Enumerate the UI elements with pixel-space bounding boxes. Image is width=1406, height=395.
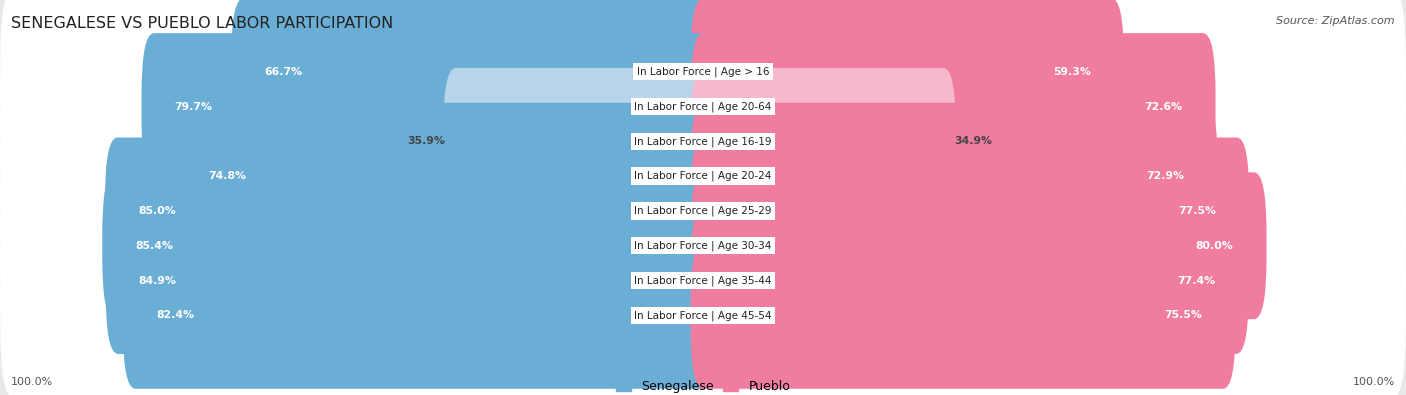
Text: In Labor Force | Age 30-34: In Labor Force | Age 30-34 [634,241,772,251]
Text: Source: ZipAtlas.com: Source: ZipAtlas.com [1277,16,1395,26]
Text: 100.0%: 100.0% [1353,377,1395,387]
FancyBboxPatch shape [690,0,1123,145]
Text: 79.7%: 79.7% [174,102,212,111]
FancyBboxPatch shape [0,196,1406,226]
FancyBboxPatch shape [0,92,1406,122]
FancyBboxPatch shape [142,33,716,180]
FancyBboxPatch shape [0,300,1406,330]
FancyBboxPatch shape [0,58,1406,224]
Text: 72.6%: 72.6% [1144,102,1182,111]
FancyBboxPatch shape [0,161,1406,191]
Text: 75.5%: 75.5% [1164,310,1202,320]
Text: 35.9%: 35.9% [408,136,446,147]
FancyBboxPatch shape [0,265,1406,295]
FancyBboxPatch shape [122,242,716,389]
Text: In Labor Force | Age 25-29: In Labor Force | Age 25-29 [634,206,772,216]
FancyBboxPatch shape [0,57,1406,87]
FancyBboxPatch shape [0,23,1406,190]
FancyBboxPatch shape [690,103,1218,250]
Text: 59.3%: 59.3% [1053,67,1091,77]
FancyBboxPatch shape [690,172,1267,319]
Text: 100.0%: 100.0% [11,377,53,387]
Text: In Labor Force | Age 45-54: In Labor Force | Age 45-54 [634,310,772,321]
FancyBboxPatch shape [690,207,1249,354]
FancyBboxPatch shape [231,0,716,145]
FancyBboxPatch shape [0,231,1406,261]
Text: In Labor Force | Age 35-44: In Labor Force | Age 35-44 [634,275,772,286]
FancyBboxPatch shape [176,103,716,250]
Text: 82.4%: 82.4% [156,310,194,320]
FancyBboxPatch shape [690,33,1216,180]
FancyBboxPatch shape [105,207,716,354]
Text: 80.0%: 80.0% [1195,241,1233,251]
FancyBboxPatch shape [443,68,716,215]
FancyBboxPatch shape [690,68,956,215]
Text: SENEGALESE VS PUEBLO LABOR PARTICIPATION: SENEGALESE VS PUEBLO LABOR PARTICIPATION [11,16,394,31]
Text: In Labor Force | Age 20-24: In Labor Force | Age 20-24 [634,171,772,181]
FancyBboxPatch shape [0,163,1406,329]
Text: 77.5%: 77.5% [1178,206,1216,216]
FancyBboxPatch shape [0,0,1406,155]
Text: In Labor Force | Age 20-64: In Labor Force | Age 20-64 [634,101,772,112]
Text: 74.8%: 74.8% [208,171,246,181]
Text: 84.9%: 84.9% [139,276,177,286]
Text: 34.9%: 34.9% [953,136,991,147]
FancyBboxPatch shape [0,126,1406,156]
FancyBboxPatch shape [103,172,716,319]
FancyBboxPatch shape [0,93,1406,259]
FancyBboxPatch shape [690,137,1250,284]
FancyBboxPatch shape [0,198,1406,364]
Text: 72.9%: 72.9% [1146,171,1185,181]
Text: 85.0%: 85.0% [138,206,176,216]
Text: 77.4%: 77.4% [1177,276,1216,286]
FancyBboxPatch shape [0,232,1406,395]
FancyBboxPatch shape [690,242,1236,389]
Text: 66.7%: 66.7% [264,67,302,77]
Text: In Labor Force | Age > 16: In Labor Force | Age > 16 [637,66,769,77]
Legend: Senegalese, Pueblo: Senegalese, Pueblo [610,375,796,395]
FancyBboxPatch shape [105,137,716,284]
Text: In Labor Force | Age 16-19: In Labor Force | Age 16-19 [634,136,772,147]
FancyBboxPatch shape [0,128,1406,294]
Text: 85.4%: 85.4% [135,241,173,251]
